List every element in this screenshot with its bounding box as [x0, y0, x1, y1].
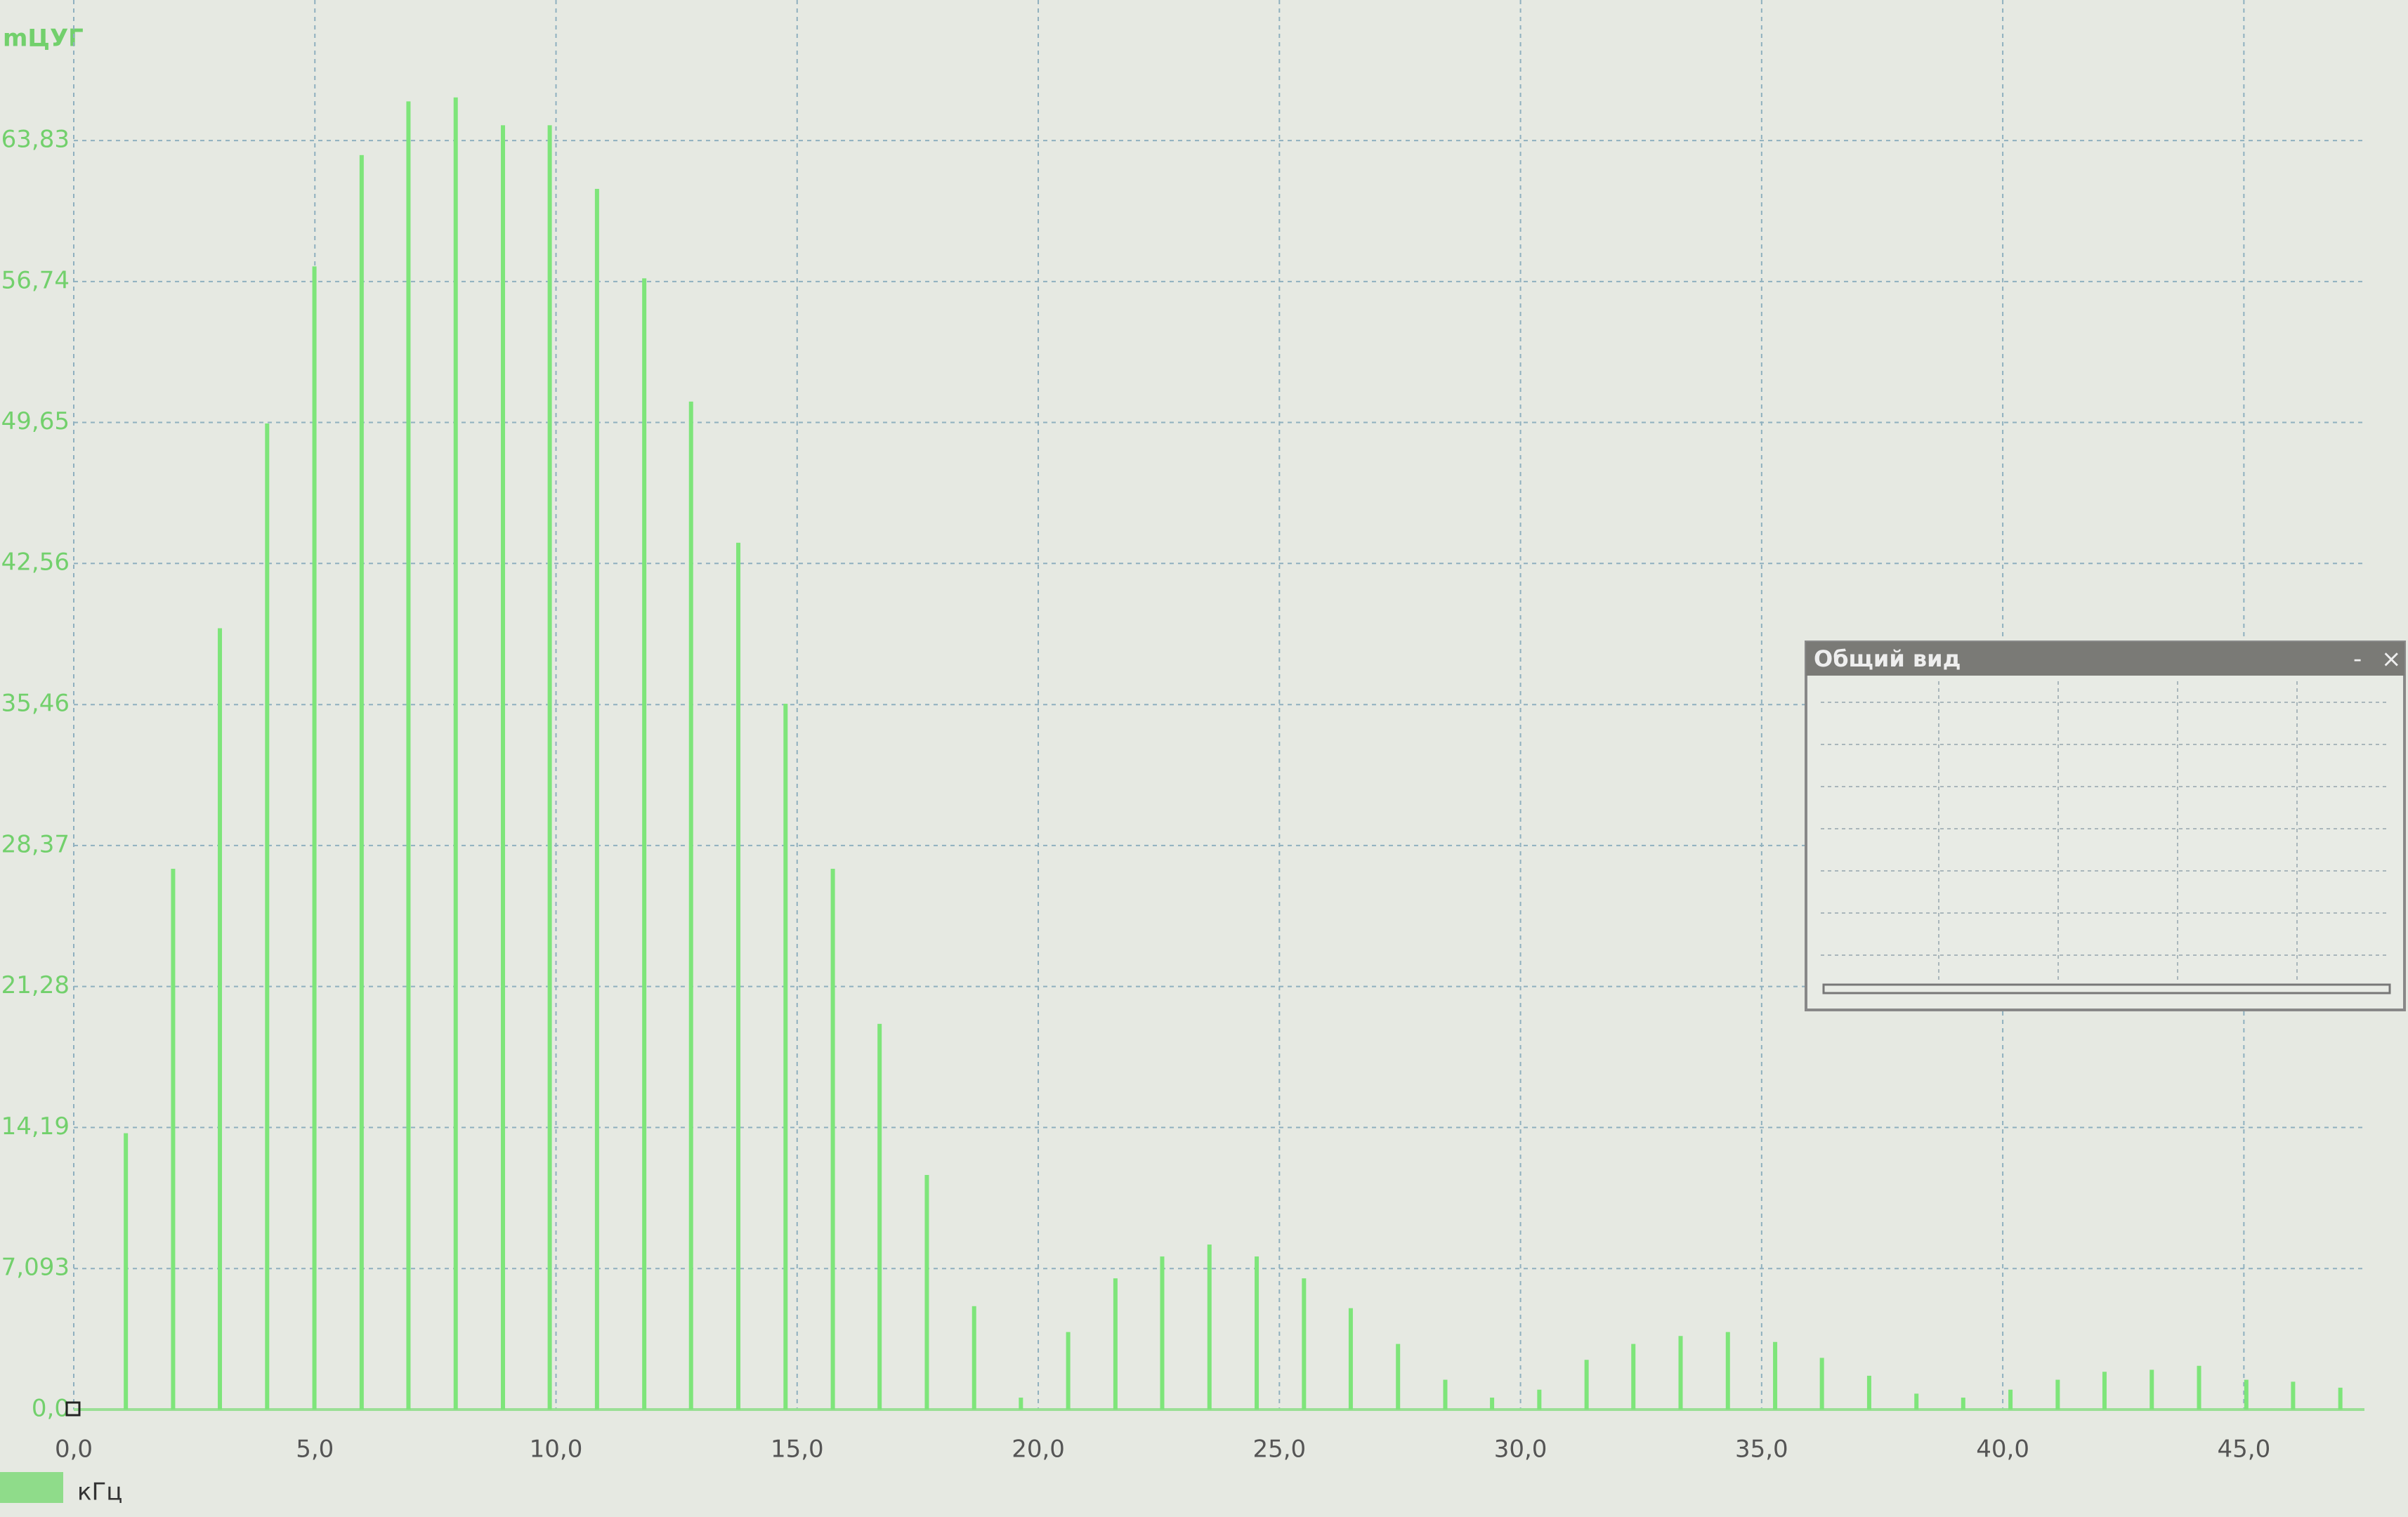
bar — [1019, 1398, 1023, 1410]
origin-marker — [65, 1401, 81, 1417]
bar — [453, 97, 458, 1410]
bar — [312, 266, 317, 1410]
bar — [642, 278, 647, 1410]
window-titlebar — [1806, 642, 2404, 676]
x-tick-label: 40,0 — [1976, 1436, 2029, 1464]
bar — [124, 1133, 129, 1410]
bar — [1678, 1336, 1683, 1410]
y-axis-label: mЦУГ — [3, 25, 84, 53]
y-tick-label: 7,093 — [1, 1254, 70, 1282]
bar — [2008, 1389, 2013, 1410]
bar — [1773, 1341, 1778, 1410]
bar — [1160, 1256, 1165, 1410]
bar — [688, 401, 693, 1410]
bar — [2338, 1387, 2343, 1410]
bar — [1302, 1278, 1307, 1410]
overview-window[interactable]: Общий вид - × — [1805, 641, 2406, 1011]
bar — [218, 628, 223, 1410]
x-tick-label: 30,0 — [1494, 1436, 1547, 1464]
bar — [1490, 1398, 1495, 1410]
bar — [265, 423, 270, 1410]
y-tick-label: 14,19 — [1, 1112, 70, 1141]
bar — [2102, 1372, 2107, 1410]
x-tick-label: 35,0 — [1735, 1436, 1788, 1464]
bar — [547, 125, 552, 1410]
bar — [736, 542, 741, 1410]
bar — [1443, 1379, 1448, 1410]
x-tick-label: 10,0 — [530, 1436, 583, 1464]
bar — [1819, 1358, 1824, 1410]
bar — [2291, 1381, 2296, 1410]
bar — [877, 1023, 882, 1410]
y-tick-label: 63,83 — [1, 126, 70, 154]
bar — [359, 155, 364, 1410]
bar — [2149, 1370, 2154, 1410]
bar — [1914, 1393, 1919, 1410]
bar — [1631, 1344, 1636, 1410]
bar — [1207, 1245, 1212, 1410]
bar — [783, 704, 788, 1410]
y-tick-label: 28,37 — [1, 830, 70, 858]
x-tick-label: 20,0 — [1012, 1436, 1065, 1464]
bar — [594, 188, 599, 1410]
bar — [1066, 1332, 1071, 1410]
overview-scrollbar[interactable] — [1822, 983, 2391, 994]
x-tick-label: 15,0 — [771, 1436, 824, 1464]
close-button[interactable]: × — [2381, 645, 2402, 674]
bar — [1725, 1332, 1730, 1410]
bar — [1866, 1375, 1871, 1410]
y-tick-label: 49,65 — [1, 407, 70, 435]
y-tick-label: 0,0 — [32, 1395, 70, 1423]
bar — [1113, 1278, 1118, 1410]
bar — [971, 1306, 976, 1410]
x-tick-label: 25,0 — [1252, 1436, 1306, 1464]
bar — [2197, 1365, 2201, 1410]
y-tick-label: 35,46 — [1, 690, 70, 718]
bar — [406, 101, 411, 1410]
y-tick-label: 56,74 — [1, 266, 70, 294]
x-tick-label: 45,0 — [2218, 1436, 2271, 1464]
window-title: Общий вид — [1814, 645, 1961, 672]
status-indicator — [0, 1472, 63, 1503]
bar — [171, 869, 176, 1410]
bar — [501, 125, 506, 1410]
bar — [924, 1174, 929, 1410]
x-tick-label: 0,0 — [55, 1436, 93, 1464]
x-tick-label: 5,0 — [296, 1436, 334, 1464]
bar — [1537, 1389, 1542, 1410]
overview-grid — [1821, 681, 2388, 983]
bar — [2055, 1379, 2060, 1410]
x-axis-label: кГц — [77, 1478, 122, 1506]
bar — [1584, 1360, 1589, 1410]
bar — [2244, 1379, 2249, 1410]
window-frame — [1805, 641, 2406, 1011]
bar — [1255, 1256, 1259, 1410]
bar — [1348, 1308, 1353, 1410]
bar — [1396, 1344, 1401, 1410]
minimize-button[interactable]: - — [2353, 645, 2362, 674]
y-tick-label: 21,28 — [1, 971, 70, 999]
bar — [1961, 1398, 1965, 1410]
y-tick-label: 42,56 — [1, 549, 70, 577]
bar — [830, 869, 835, 1410]
